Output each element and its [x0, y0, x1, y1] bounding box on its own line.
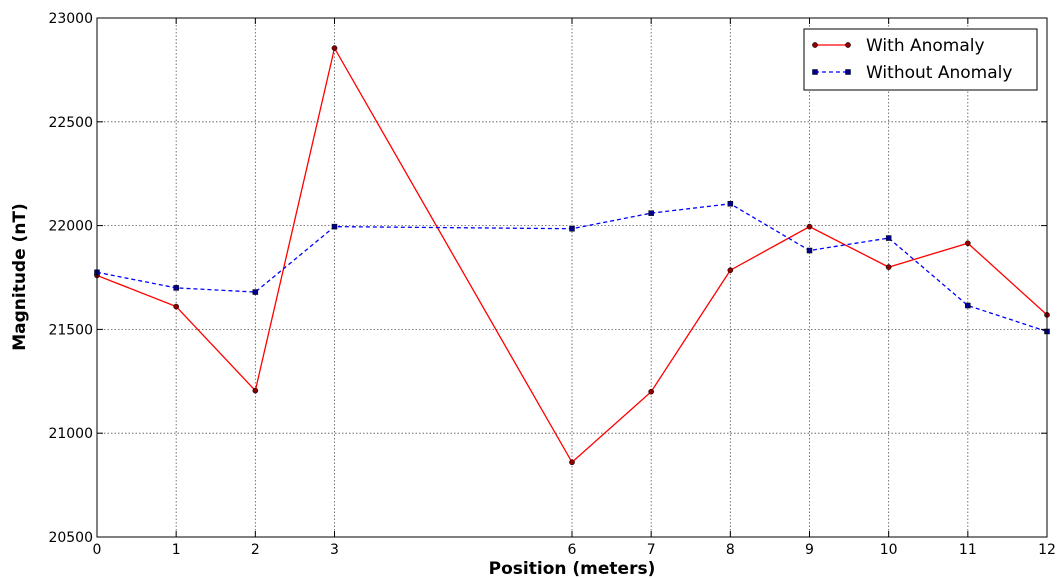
x-tick-label: 2 — [251, 542, 260, 558]
x-tick-label: 10 — [880, 542, 898, 558]
y-axis-label: Magnitude (nT) — [10, 203, 30, 351]
x-tick-label: 8 — [726, 542, 735, 558]
data-point — [727, 201, 734, 207]
x-tick-label: 7 — [647, 542, 656, 558]
legend-marker — [845, 42, 851, 48]
x-tick-label: 3 — [330, 542, 339, 558]
data-point — [965, 302, 971, 309]
series-line — [96, 203, 1048, 333]
y-tick-label: 23000 — [48, 11, 93, 27]
data-point — [885, 235, 892, 241]
data-point — [569, 459, 575, 466]
series-2 — [94, 201, 1050, 335]
data-point — [806, 247, 813, 254]
data-point — [173, 285, 179, 291]
data-point — [648, 388, 655, 395]
data-point — [806, 223, 813, 230]
x-tick-label: 11 — [959, 542, 977, 558]
x-tick-label: 0 — [93, 542, 102, 558]
data-point — [885, 264, 892, 270]
y-tick-label: 21000 — [48, 426, 93, 442]
data-point — [173, 303, 180, 310]
data-point — [964, 240, 971, 247]
x-tick-label: 1 — [172, 542, 181, 558]
series-layer — [94, 45, 1050, 466]
y-tick-label: 21500 — [48, 322, 93, 338]
legend: With Anomaly Without Anomaly — [803, 28, 1038, 91]
data-point — [252, 289, 259, 295]
legend-label: With Anomaly — [866, 36, 985, 56]
legend-label: Without Anomaly — [866, 63, 1012, 83]
legend-marker — [812, 69, 818, 75]
x-axis-label: Position (meters) — [489, 559, 656, 578]
legend-entry: With Anomaly — [812, 36, 985, 56]
y-tick-label: 22000 — [48, 219, 93, 235]
legend-box — [803, 28, 1038, 91]
x-tick-label: 6 — [568, 542, 577, 558]
data-point — [252, 387, 259, 394]
y-tick-label: 20500 — [48, 530, 93, 546]
data-point — [727, 267, 734, 274]
legend-marker — [812, 42, 818, 48]
data-point — [569, 225, 575, 232]
legend-entry: Without Anomaly — [812, 63, 1012, 83]
x-axis-ticks: 0 1 2 3 6 7 8 9 10 11 12 — [93, 18, 1056, 558]
y-tick-label: 22500 — [48, 115, 93, 131]
series-1 — [94, 45, 1050, 466]
grid — [96, 17, 1048, 538]
legend-marker — [845, 69, 851, 75]
data-point — [648, 210, 654, 216]
x-tick-label: 9 — [805, 542, 814, 558]
y-axis-ticks: 20500 21000 21500 22000 22500 23000 — [48, 11, 1047, 546]
x-tick-label: 12 — [1038, 542, 1056, 558]
data-point — [331, 45, 338, 51]
data-point — [331, 223, 338, 230]
